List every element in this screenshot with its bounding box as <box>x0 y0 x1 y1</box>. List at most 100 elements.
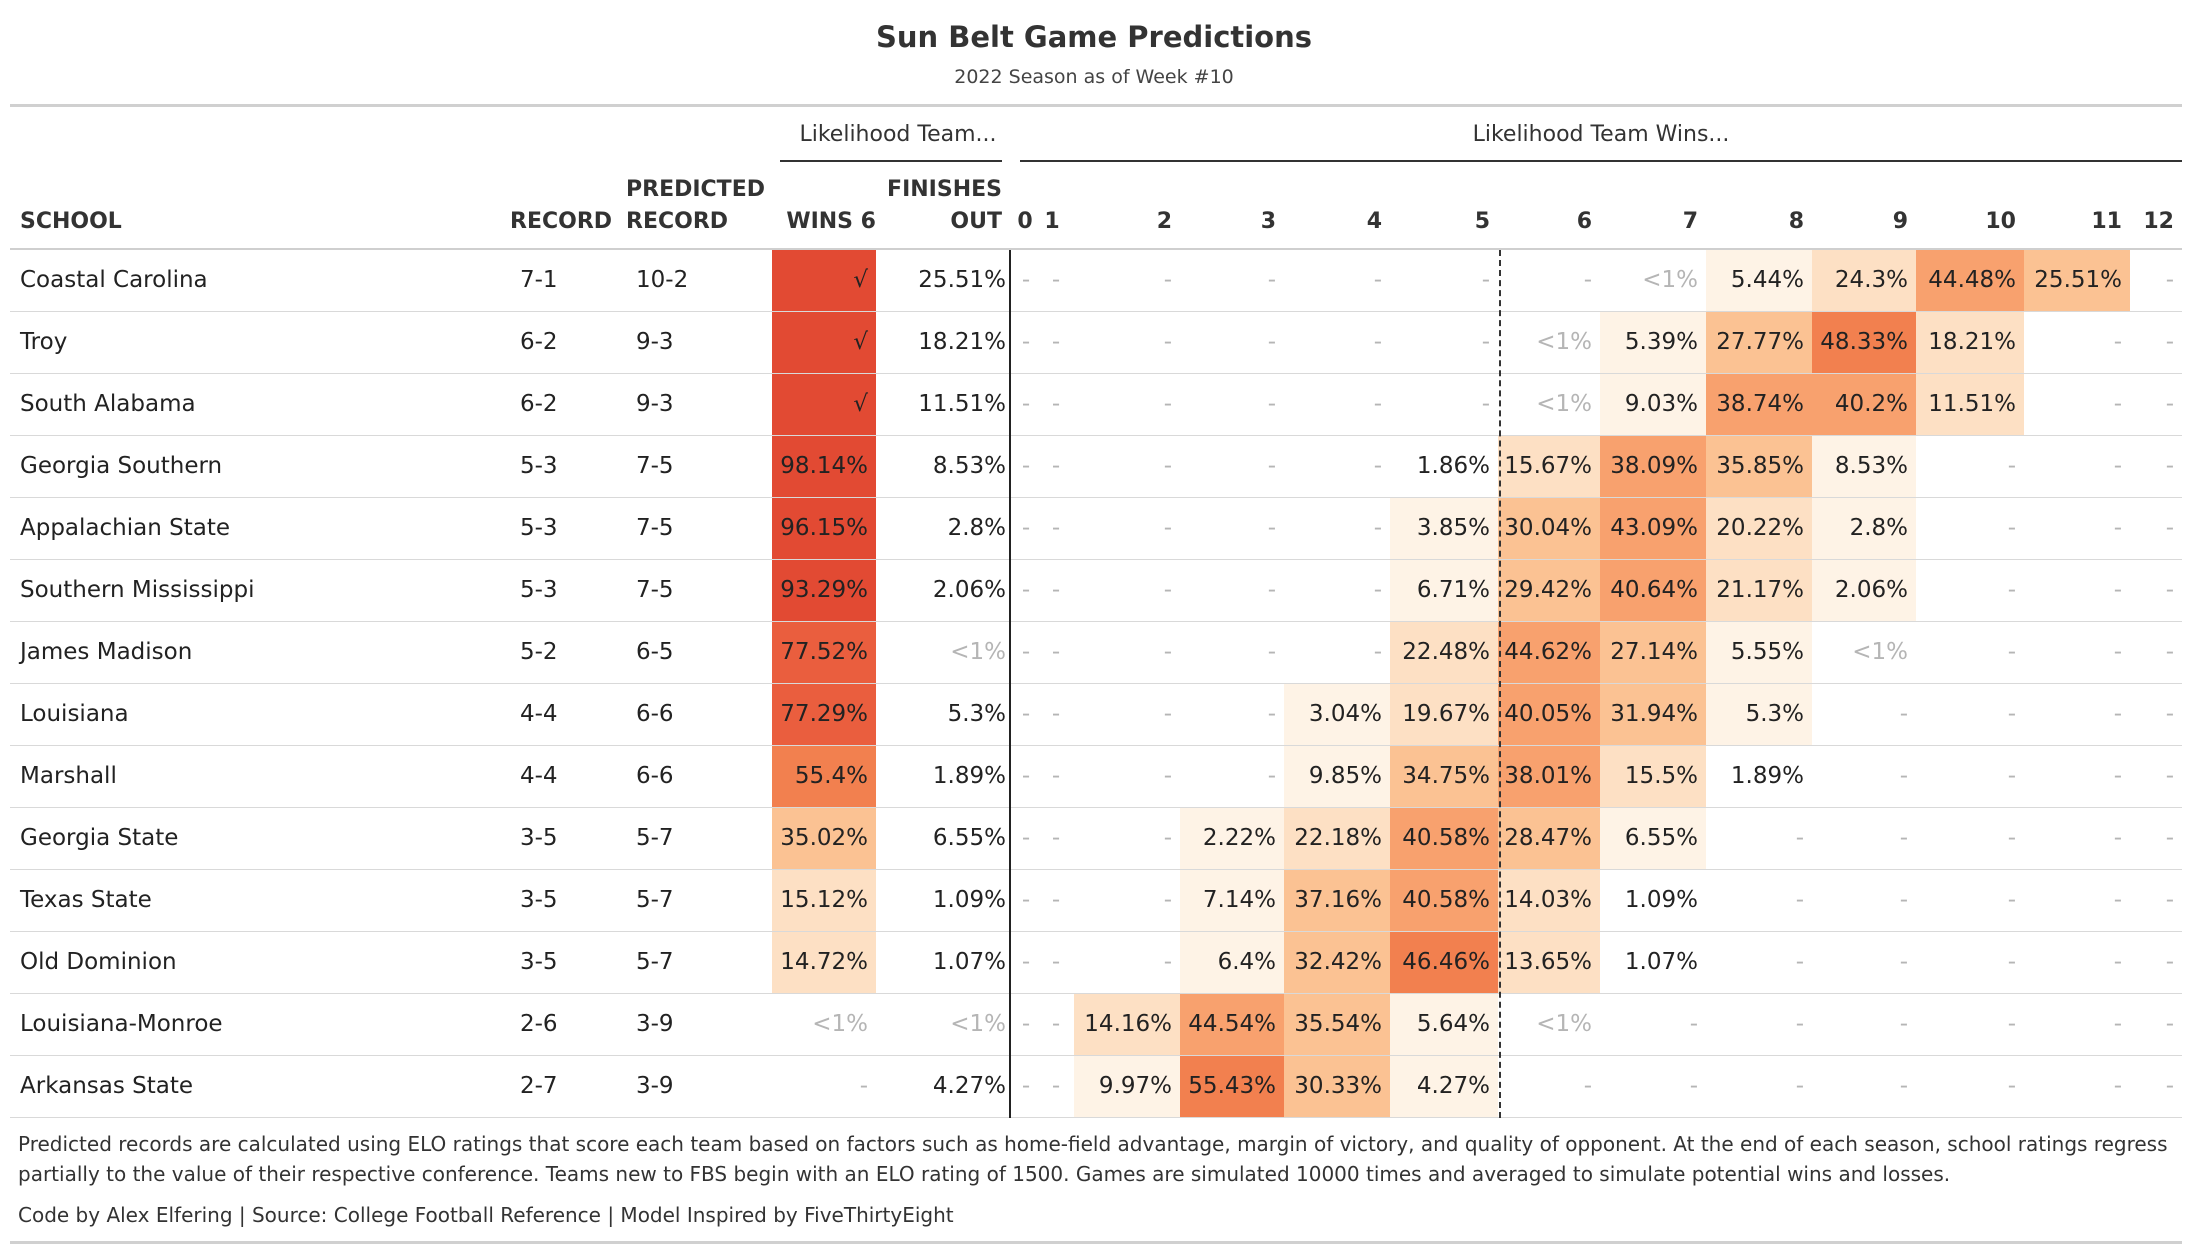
cell-school: Coastal Carolina <box>20 267 208 293</box>
cell-wins-8: 5.44% <box>1706 250 1812 311</box>
cell-wins-1: - <box>1051 825 1061 851</box>
cell-record: 5-3 <box>520 515 558 541</box>
cell-wins-6: 13.65% <box>1498 932 1600 993</box>
cell-wins-2: - <box>1163 825 1172 851</box>
cell-wins-11: - <box>2113 887 2122 913</box>
cell-wins-0: - <box>1021 267 1031 293</box>
cell-wins-6: 15.67% <box>1498 436 1600 497</box>
header-wins-0-text: 0 <box>1017 209 1033 234</box>
header-wins-12: 12 <box>2130 176 2174 238</box>
cell-wins-0: - <box>1021 701 1031 727</box>
cell-record: 3-5 <box>520 825 558 851</box>
cell-wins-11: - <box>2113 825 2122 851</box>
cell-wins-4: - <box>1373 267 1382 293</box>
cell-wins-0: - <box>1021 577 1031 603</box>
header-wins-6: 6 <box>1498 176 1592 238</box>
cell-wins-3: 7.14% <box>1180 870 1284 931</box>
cell-wins-11: - <box>2113 391 2122 417</box>
cell-wins-10: - <box>2007 453 2016 479</box>
cell-predicted: 3-9 <box>636 1011 674 1037</box>
credits: Code by Alex Elfering | Source: College … <box>18 1203 954 1227</box>
cell-wins-3: - <box>1267 639 1276 665</box>
header-finishes-out: FINISHES OUT <box>886 176 1002 238</box>
cell-wins-11: - <box>2113 639 2122 665</box>
cell-wins6: √ <box>772 374 876 435</box>
cell-wins-9: - <box>1899 887 1908 913</box>
cell-wins-5: 34.75% <box>1390 746 1498 807</box>
cell-predicted: 9-3 <box>636 391 674 417</box>
cell-wins-4: 30.33% <box>1284 1056 1390 1117</box>
cell-wins-11: - <box>2113 1011 2122 1037</box>
row-divider <box>10 869 2182 870</box>
cell-wins-0: - <box>1021 825 1031 851</box>
cell-wins-2: - <box>1163 639 1172 665</box>
cell-wins-7: - <box>1689 1073 1698 1099</box>
row-divider <box>10 807 2182 808</box>
cell-wins-7: <1% <box>1642 267 1698 293</box>
cell-wins-5: 1.86% <box>1416 453 1490 479</box>
cell-wins-9: - <box>1899 949 1908 975</box>
cell-wins-9: - <box>1899 763 1908 789</box>
cell-wins-4: 32.42% <box>1284 932 1390 993</box>
cell-wins-10: - <box>2007 639 2016 665</box>
cell-wins-6: <1% <box>1536 391 1592 417</box>
table-row: Marshall 4-4 6-6 55.4% 1.89% - - - -9.85% 34.75% 3… <box>10 746 2182 808</box>
cell-finishes-out: 11.51% <box>918 391 1006 417</box>
cell-record: 3-5 <box>520 949 558 975</box>
cell-wins-6: 29.42% <box>1498 560 1600 621</box>
header-wins-12-text: 12 <box>2143 209 2174 234</box>
cell-wins-11: - <box>2113 453 2122 479</box>
cell-wins-3: - <box>1267 701 1276 727</box>
table-row: Louisiana-Monroe 2-6 3-9 <1% <1% - -14.16% 44.5… <box>10 994 2182 1056</box>
cell-wins-12: - <box>2165 825 2174 851</box>
cell-wins-1: - <box>1051 267 1061 293</box>
cell-wins-9: <1% <box>1852 639 1908 665</box>
column-divider <box>1009 250 1011 1118</box>
cell-wins-1: - <box>1051 763 1061 789</box>
cell-predicted: 6-5 <box>636 639 674 665</box>
cell-wins-7: 9.03% <box>1600 374 1706 435</box>
cell-wins-7: 38.09% <box>1600 436 1706 497</box>
cell-wins-0: - <box>1021 453 1031 479</box>
cell-predicted: 5-7 <box>636 825 674 851</box>
table-row: Southern Mississippi 5-3 7-5 93.29% 2.06% - - -… <box>10 560 2182 622</box>
cell-record: 5-3 <box>520 577 558 603</box>
cell-wins-5: 40.58% <box>1390 870 1498 931</box>
cell-wins-4: - <box>1373 639 1382 665</box>
header-wins-8: 8 <box>1706 176 1804 238</box>
row-divider <box>10 497 2182 498</box>
cell-wins-1: - <box>1051 1011 1061 1037</box>
header-wins-3: 3 <box>1180 176 1276 238</box>
cell-school: Georgia State <box>20 825 179 851</box>
cell-wins-2: - <box>1163 763 1172 789</box>
cell-wins-3: - <box>1267 329 1276 355</box>
header-wins-10: 10 <box>1916 176 2016 238</box>
table-row: Georgia Southern 5-3 7-5 98.14% 8.53% - - - - -1.… <box>10 436 2182 498</box>
cell-wins-3: - <box>1267 267 1276 293</box>
cell-record: 6-2 <box>520 329 558 355</box>
cell-wins6: 93.29% <box>772 560 876 621</box>
cell-record: 5-2 <box>520 639 558 665</box>
header-wins-8-text: 8 <box>1788 209 1804 234</box>
cell-wins-5: 3.85% <box>1390 498 1498 559</box>
cell-wins-7: 27.14% <box>1600 622 1706 683</box>
header-wins-1-text: 1 <box>1044 209 1060 234</box>
cell-wins-4: 22.18% <box>1284 808 1390 869</box>
cell-wins-12: - <box>2165 453 2174 479</box>
table-row: Coastal Carolina 7-1 10-2 √ 25.51% - - - - - - - <1%… <box>10 250 2182 312</box>
table-row: Texas State 3-5 5-7 15.12% 1.09% - - -7.14% 37.1… <box>10 870 2182 932</box>
header-wins-7: 7 <box>1600 176 1698 238</box>
table-row: Arkansas State 2-7 3-9-4.27% - -9.97% 55.43% 3… <box>10 1056 2182 1118</box>
cell-predicted: 6-6 <box>636 701 674 727</box>
cell-predicted: 9-3 <box>636 329 674 355</box>
cell-wins-3: 6.4% <box>1180 932 1284 993</box>
cell-wins-7: 31.94% <box>1600 684 1706 745</box>
cell-wins-0: - <box>1021 515 1031 541</box>
row-divider <box>10 931 2182 932</box>
cell-wins-4: - <box>1373 515 1382 541</box>
cell-record: 4-4 <box>520 763 558 789</box>
cell-wins-9: 2.8% <box>1812 498 1916 559</box>
cell-wins-1: - <box>1051 639 1061 665</box>
cell-wins6: √ <box>772 250 876 311</box>
cell-wins-12: - <box>2165 267 2174 293</box>
